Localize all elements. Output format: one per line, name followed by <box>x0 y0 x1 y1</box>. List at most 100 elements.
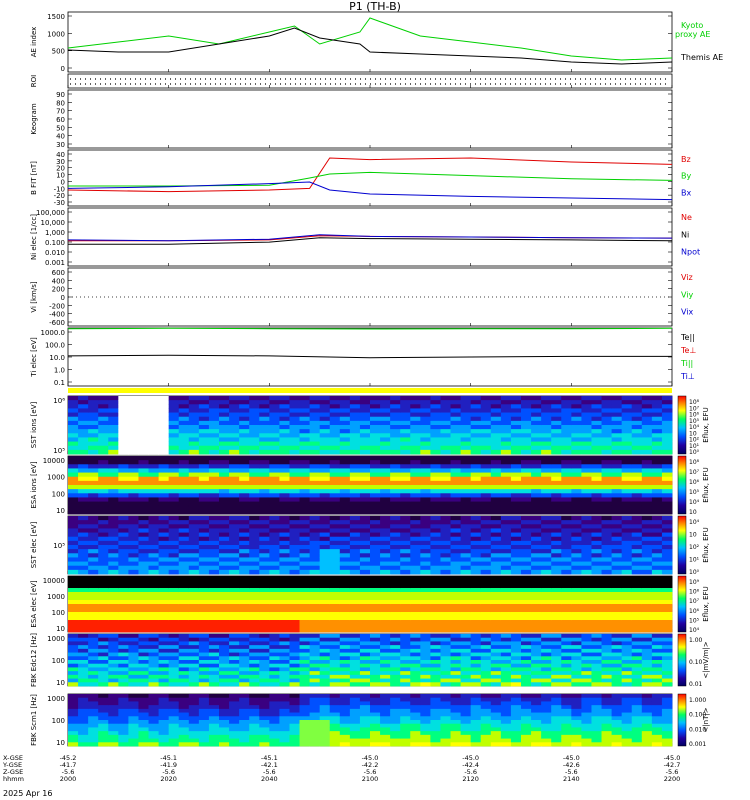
heat-cell <box>521 596 531 600</box>
heat-cell <box>430 456 440 461</box>
heat-cell <box>259 612 269 616</box>
heat-cell <box>612 413 622 418</box>
heat-cell <box>289 570 299 575</box>
heat-cell <box>380 468 390 473</box>
heat-cell <box>400 413 410 418</box>
heat-cell <box>209 545 219 550</box>
heat-cell <box>88 557 98 562</box>
heat-cell <box>108 493 118 498</box>
heat-cell <box>108 739 118 743</box>
heat-cell <box>461 620 471 624</box>
heat-cell <box>561 612 571 616</box>
heat-cell <box>632 446 642 451</box>
ylabel-esa-elec: ESA elec [eV] <box>30 580 38 627</box>
heat-cell <box>662 596 672 600</box>
heat-cell <box>632 580 642 584</box>
heat-cell <box>199 510 209 515</box>
heat-cell <box>501 645 511 649</box>
heat-cell <box>561 533 571 538</box>
heat-cell <box>662 566 672 571</box>
heat-cell <box>229 620 239 624</box>
heat-cell <box>652 600 662 604</box>
heat-cell <box>541 400 551 405</box>
heat-cell <box>561 664 571 668</box>
heat-cell <box>561 580 571 584</box>
heat-cell <box>68 679 78 683</box>
heat-cell <box>521 566 531 571</box>
heat-cell <box>390 682 400 686</box>
heat-cell <box>229 624 239 628</box>
heat-cell <box>259 604 269 608</box>
heat-cell <box>98 660 108 664</box>
heat-cell <box>340 608 350 612</box>
heat-cell <box>68 641 78 645</box>
heat-cell <box>602 510 612 515</box>
heat-cell <box>320 612 330 616</box>
heat-cell <box>390 520 400 525</box>
heat-cell <box>289 545 299 550</box>
heat-cell <box>279 557 289 562</box>
heat-cell <box>581 533 591 538</box>
heat-cell <box>108 566 118 571</box>
heat-cell <box>209 437 219 442</box>
heat-cell <box>118 584 128 588</box>
heat-cell <box>591 417 601 422</box>
heat-cell <box>189 596 199 600</box>
heat-cell <box>571 516 581 521</box>
heat-cell <box>300 541 310 546</box>
heat-cell <box>78 638 88 642</box>
heat-cell <box>269 653 279 657</box>
heat-cell <box>269 576 279 580</box>
heat-cell <box>491 477 501 482</box>
keogram-panel-frame <box>68 90 672 148</box>
heat-cell <box>179 408 189 413</box>
heat-cell <box>189 537 199 542</box>
heat-cell <box>199 671 209 675</box>
heat-cell <box>149 450 159 455</box>
heat-cell <box>289 638 299 642</box>
heat-cell <box>571 456 581 461</box>
heat-cell <box>179 557 189 562</box>
heat-cell <box>340 537 350 542</box>
heat-cell <box>330 638 340 642</box>
heat-cell <box>108 653 118 657</box>
heat-cell <box>541 604 551 608</box>
heat-cell <box>310 604 320 608</box>
heat-cell <box>279 468 289 473</box>
heat-cell <box>128 456 138 461</box>
heat-cell <box>350 592 360 596</box>
heat-cell <box>330 705 340 709</box>
heat-cell <box>149 524 159 529</box>
heat-cell <box>501 442 511 447</box>
heat-cell <box>269 404 279 409</box>
heat-cell <box>128 731 138 735</box>
heat-cell <box>451 442 461 447</box>
heat-cell <box>179 716 189 720</box>
heat-cell <box>229 694 239 698</box>
heat-cell <box>561 671 571 675</box>
heat-cell <box>149 701 159 705</box>
heat-cell <box>310 694 320 698</box>
heat-cell <box>561 524 571 529</box>
heat-cell <box>430 404 440 409</box>
heat-cell <box>219 417 229 422</box>
heat-cell <box>581 667 591 671</box>
heat-cell <box>350 524 360 529</box>
heat-cell <box>541 592 551 596</box>
heat-cell <box>642 485 652 490</box>
heat-cell <box>269 477 279 482</box>
heat-cell <box>189 664 199 668</box>
heat-cell <box>259 446 269 451</box>
heat-cell <box>68 528 78 533</box>
heat-cell <box>189 628 199 632</box>
heat-cell <box>591 580 601 584</box>
heat-cell <box>239 679 249 683</box>
heat-cell <box>189 624 199 628</box>
heat-cell <box>199 624 209 628</box>
heat-cell <box>108 679 118 683</box>
heat-cell <box>390 694 400 698</box>
heat-cell <box>310 456 320 461</box>
heat-cell <box>380 592 390 596</box>
sst-ions-panel-cells <box>68 396 672 454</box>
heat-cell <box>491 675 501 679</box>
